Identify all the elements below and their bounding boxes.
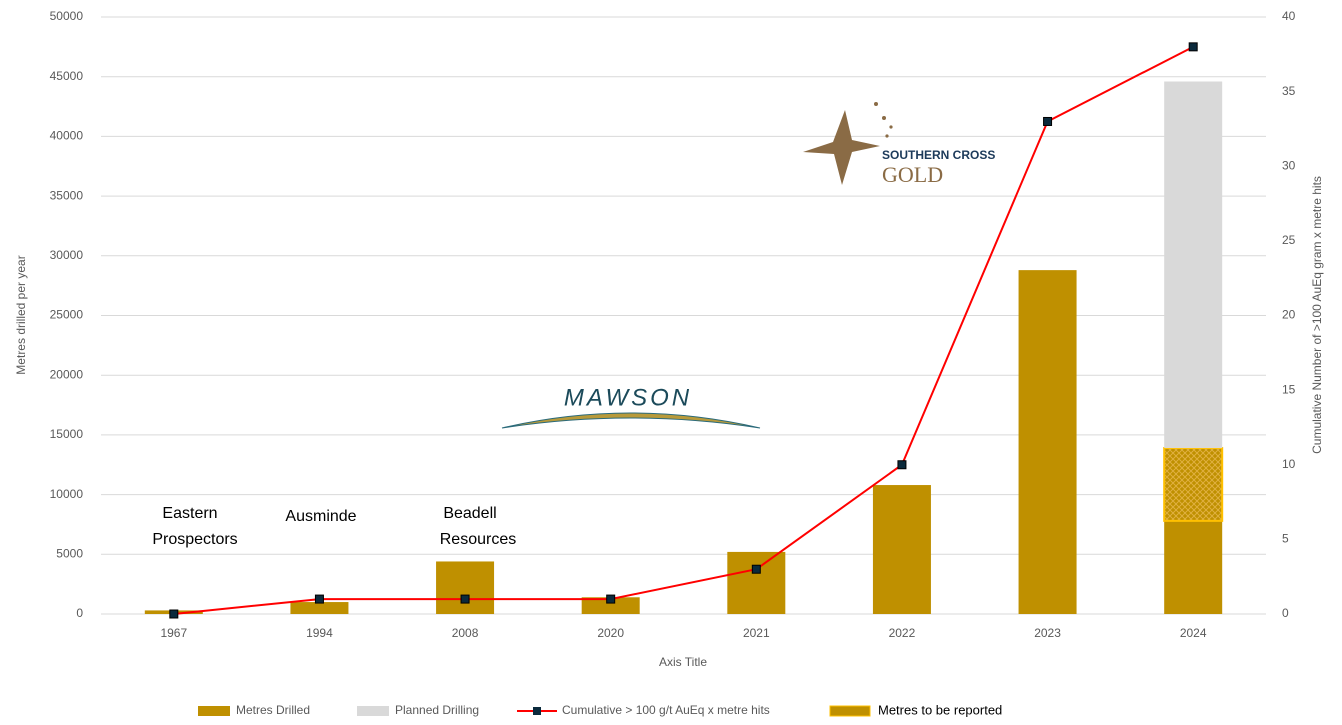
y2-axis-title: Cumulative Number of >100 AuEq gram x me… [1310, 176, 1324, 454]
logo-text: SOUTHERN CROSS [882, 148, 995, 162]
y2-tick-label: 25 [1282, 233, 1296, 247]
y-tick-label: 15000 [50, 427, 84, 441]
logo-text: MAWSON [564, 384, 692, 411]
y-tick-label: 25000 [50, 308, 84, 322]
x-tick-label: 2020 [597, 626, 624, 640]
y-tick-label: 20000 [50, 367, 84, 381]
line-marker [1188, 42, 1198, 52]
logo-star [803, 110, 880, 185]
bar [1018, 270, 1077, 614]
line-marker [1043, 116, 1053, 126]
y-tick-label: 40000 [50, 129, 84, 143]
bar [581, 597, 640, 614]
y2-tick-label: 10 [1282, 457, 1296, 471]
line-marker [751, 564, 761, 574]
x-tick-label: 2024 [1180, 626, 1207, 640]
line [173, 45, 1194, 615]
y-axis-title: Metres drilled per year [14, 255, 28, 374]
y-tick-label: 30000 [50, 248, 84, 262]
y2-tick-label: 35 [1282, 84, 1296, 98]
logo-dot [885, 134, 889, 138]
line-marker [314, 594, 324, 604]
y-tick-label: 45000 [50, 69, 84, 83]
line-marker [606, 594, 616, 604]
bar [727, 551, 786, 614]
y-tick-label: 35000 [50, 188, 84, 202]
y-tick-label: 5000 [56, 546, 83, 560]
y2-tick-label: 30 [1282, 158, 1296, 172]
logo-text: GOLD [882, 162, 943, 187]
y-tick-label: 50000 [50, 9, 84, 23]
line-marker [169, 609, 179, 619]
line-marker [460, 594, 470, 604]
y2-tick-label: 40 [1282, 9, 1296, 23]
annotation: Ausminde [285, 508, 356, 525]
logo-dot [882, 116, 886, 120]
mawson-logo: MAWSON [501, 384, 761, 429]
bar [1164, 81, 1223, 449]
legend-label: Cumulative > 100 g/t AuEq x metre hits [562, 703, 770, 717]
legend-swatch [829, 705, 871, 717]
bar [290, 602, 349, 614]
legend-label: Metres to be reported [878, 702, 1002, 717]
bar [436, 561, 495, 614]
bar [872, 485, 931, 614]
legend-marker [533, 707, 541, 715]
y2-tick-label: 0 [1282, 606, 1289, 620]
x-tick-label: 2023 [1034, 626, 1061, 640]
legend-label: Metres Drilled [236, 703, 310, 717]
y2-tick-label: 5 [1282, 532, 1289, 546]
y2-tick-label: 20 [1282, 308, 1296, 322]
logo-dot [889, 125, 893, 129]
legend-swatch [198, 706, 230, 716]
x-tick-label: 1994 [306, 626, 333, 640]
logo-swoosh [501, 412, 761, 429]
annotation: Prospectors [152, 531, 237, 548]
x-axis-title: Axis Title [659, 655, 707, 669]
legend-swatch [357, 706, 389, 716]
bar [1164, 520, 1223, 614]
x-tick-label: 1967 [160, 626, 187, 640]
logo-dot [874, 102, 878, 106]
annotation: Resources [440, 531, 516, 548]
annotation: Eastern [162, 505, 217, 522]
legend-label: Planned Drilling [395, 703, 479, 717]
x-tick-label: 2021 [743, 626, 770, 640]
line-marker [897, 460, 907, 470]
x-tick-label: 2022 [889, 626, 916, 640]
annotation: Beadell [443, 505, 496, 522]
sxg-logo: SOUTHERN CROSS GOLD [803, 102, 995, 187]
y-tick-label: 10000 [50, 487, 84, 501]
x-tick-label: 2008 [452, 626, 479, 640]
bar [1163, 447, 1224, 522]
y-tick-label: 0 [76, 606, 83, 620]
y2-tick-label: 15 [1282, 382, 1296, 396]
